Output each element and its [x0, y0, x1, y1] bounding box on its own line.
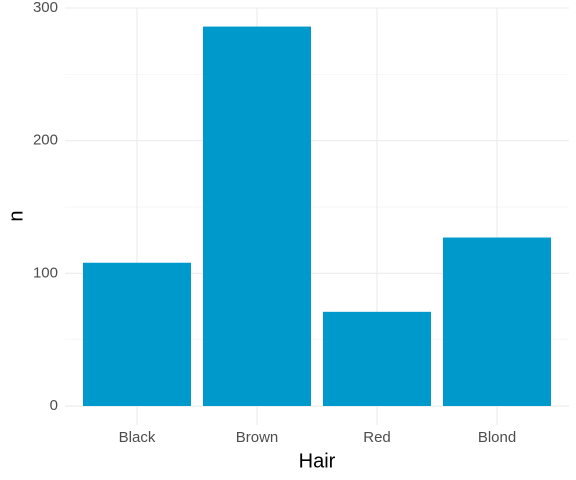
bar — [83, 262, 191, 407]
bar — [203, 26, 311, 407]
y-tick-label: 300 — [33, 0, 58, 16]
bar — [323, 311, 431, 407]
y-tick-label: 0 — [50, 397, 58, 414]
x-tick-label: Blond — [478, 429, 516, 446]
bar — [443, 237, 551, 407]
x-axis-title: Hair — [299, 450, 336, 472]
y-axis-title: n — [5, 210, 27, 221]
x-tick-label: Black — [119, 429, 156, 446]
x-tick-label: Red — [363, 429, 391, 446]
y-tick-label: 100 — [33, 264, 58, 281]
y-tick-label: 200 — [33, 132, 58, 149]
x-tick-label: Brown — [236, 429, 279, 446]
